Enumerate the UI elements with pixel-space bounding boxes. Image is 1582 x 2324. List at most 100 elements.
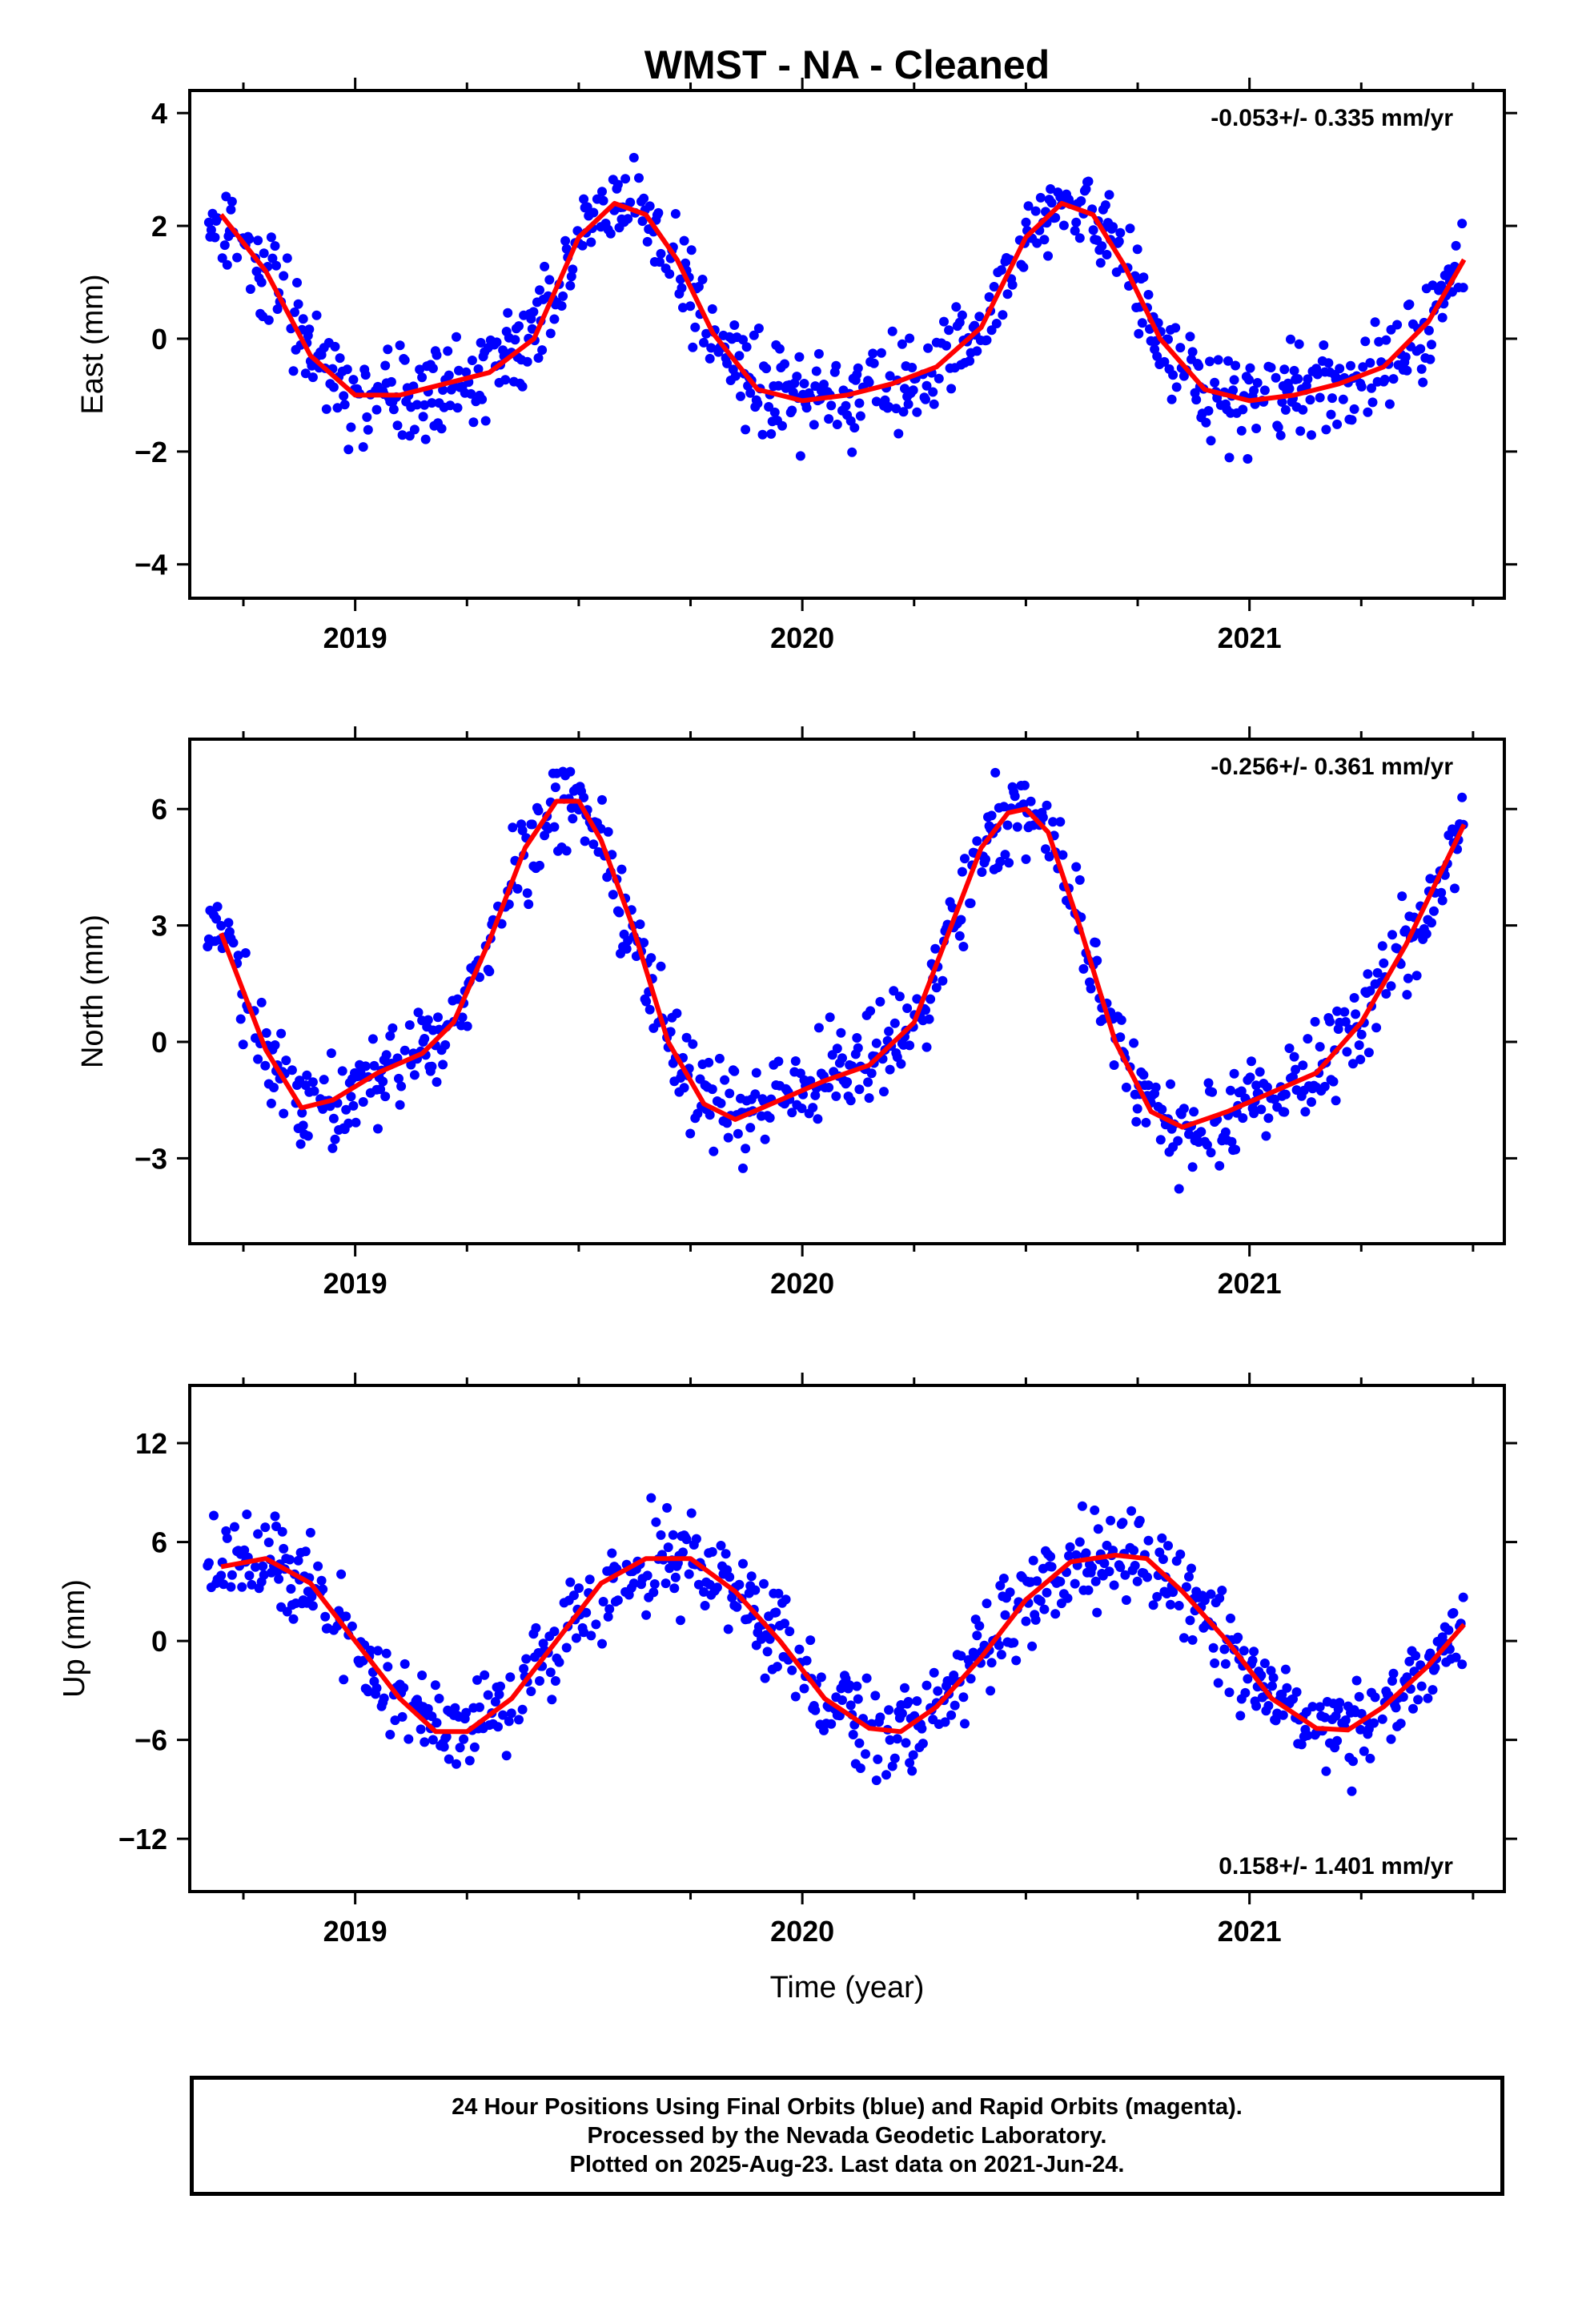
data-point (808, 1103, 818, 1113)
data-point (1150, 1082, 1161, 1092)
data-point (900, 1683, 909, 1693)
data-point (1346, 360, 1355, 371)
data-point (346, 1092, 356, 1102)
data-point (522, 888, 532, 899)
data-point (1046, 184, 1056, 194)
data-point (604, 1604, 615, 1614)
data-point (837, 1695, 847, 1705)
data-point (1286, 334, 1295, 344)
data-point (260, 1522, 271, 1533)
data-point (875, 996, 885, 1007)
data-point (279, 1108, 289, 1119)
data-point (1291, 1687, 1302, 1697)
data-point (216, 1570, 227, 1581)
data-point (527, 324, 537, 334)
data-point (705, 353, 715, 364)
data-point (420, 434, 431, 444)
data-point (984, 292, 994, 302)
data-point (819, 380, 829, 389)
caption-box: 24 Hour Positions Using Final Orbits (bl… (190, 2076, 1504, 2196)
data-point (885, 371, 895, 381)
data-point (484, 967, 495, 977)
data-point (738, 1558, 748, 1569)
data-point (676, 1615, 685, 1626)
data-point (670, 209, 681, 219)
data-point (989, 282, 999, 292)
data-point (512, 883, 523, 894)
data-point (216, 921, 227, 931)
data-point (723, 1624, 733, 1634)
data-point (468, 417, 479, 428)
data-point (432, 350, 442, 360)
data-point (1404, 1656, 1415, 1667)
data-point (1332, 1006, 1343, 1016)
data-point (1143, 290, 1154, 300)
data-point (1356, 1029, 1367, 1039)
data-point (1377, 941, 1387, 951)
data-point (439, 1742, 449, 1752)
data-point (1418, 377, 1428, 388)
data-point (242, 1510, 252, 1519)
data-point (809, 420, 819, 430)
data-point (256, 277, 267, 287)
y-tick-label: 0 (151, 1625, 167, 1658)
data-point (825, 1012, 835, 1023)
data-point (723, 1132, 733, 1143)
data-point (1046, 198, 1057, 208)
data-point (787, 1665, 797, 1675)
data-point (1319, 340, 1329, 350)
data-point (771, 1607, 781, 1618)
data-point (1307, 1097, 1316, 1108)
data-point (875, 1712, 885, 1723)
data-point (378, 1076, 388, 1087)
data-point (1074, 233, 1085, 243)
data-point (1443, 1625, 1454, 1635)
data-point (1095, 258, 1106, 268)
data-point (326, 1048, 336, 1059)
data-point (311, 310, 322, 320)
data-point (612, 1595, 623, 1606)
data-point (1458, 1592, 1468, 1602)
data-point (1388, 374, 1399, 384)
data-point (642, 236, 652, 247)
panel-north: 2019 2020 2021 6 3 0 −3 North (mm) -0.256+/- 0.3… (76, 726, 1517, 1300)
data-point (1348, 1059, 1358, 1069)
data-point (549, 1626, 560, 1637)
data-point (521, 1654, 532, 1664)
y-tick-label: −3 (135, 1142, 167, 1175)
data-point (721, 1549, 731, 1559)
data-point (434, 1694, 444, 1703)
data-point (440, 1039, 451, 1050)
data-point (579, 194, 589, 204)
data-point (699, 337, 709, 348)
data-point (452, 332, 461, 342)
data-point (981, 854, 990, 864)
data-point (1023, 201, 1034, 211)
data-point (1423, 325, 1434, 336)
data-point (646, 953, 656, 963)
data-point (392, 420, 403, 431)
data-point (1326, 409, 1336, 420)
data-point (1370, 1692, 1380, 1703)
data-point (240, 948, 251, 958)
data-point (870, 1691, 881, 1701)
data-point (279, 271, 289, 281)
data-point (1282, 1683, 1292, 1693)
data-point (1030, 206, 1041, 216)
data-point (1159, 356, 1170, 367)
data-point (1173, 1136, 1183, 1146)
data-point (438, 385, 448, 395)
data-point (464, 1755, 475, 1766)
data-point (753, 324, 764, 333)
x-tick-label: 2020 (770, 1915, 834, 1948)
caption-line-3: Plotted on 2025-Aug-23. Last data on 202… (569, 2152, 1125, 2177)
data-point (436, 424, 447, 434)
data-point (665, 269, 675, 279)
data-point (476, 338, 486, 348)
data-point (1251, 424, 1262, 433)
data-point (298, 314, 308, 324)
data-point (287, 1065, 297, 1076)
data-point (1268, 1673, 1279, 1683)
panel-up: 2019 2020 2021 12 6 0 −6 −12 Up (mm) Time (year) 0… (58, 1373, 1517, 2004)
data-points (203, 766, 1468, 1194)
